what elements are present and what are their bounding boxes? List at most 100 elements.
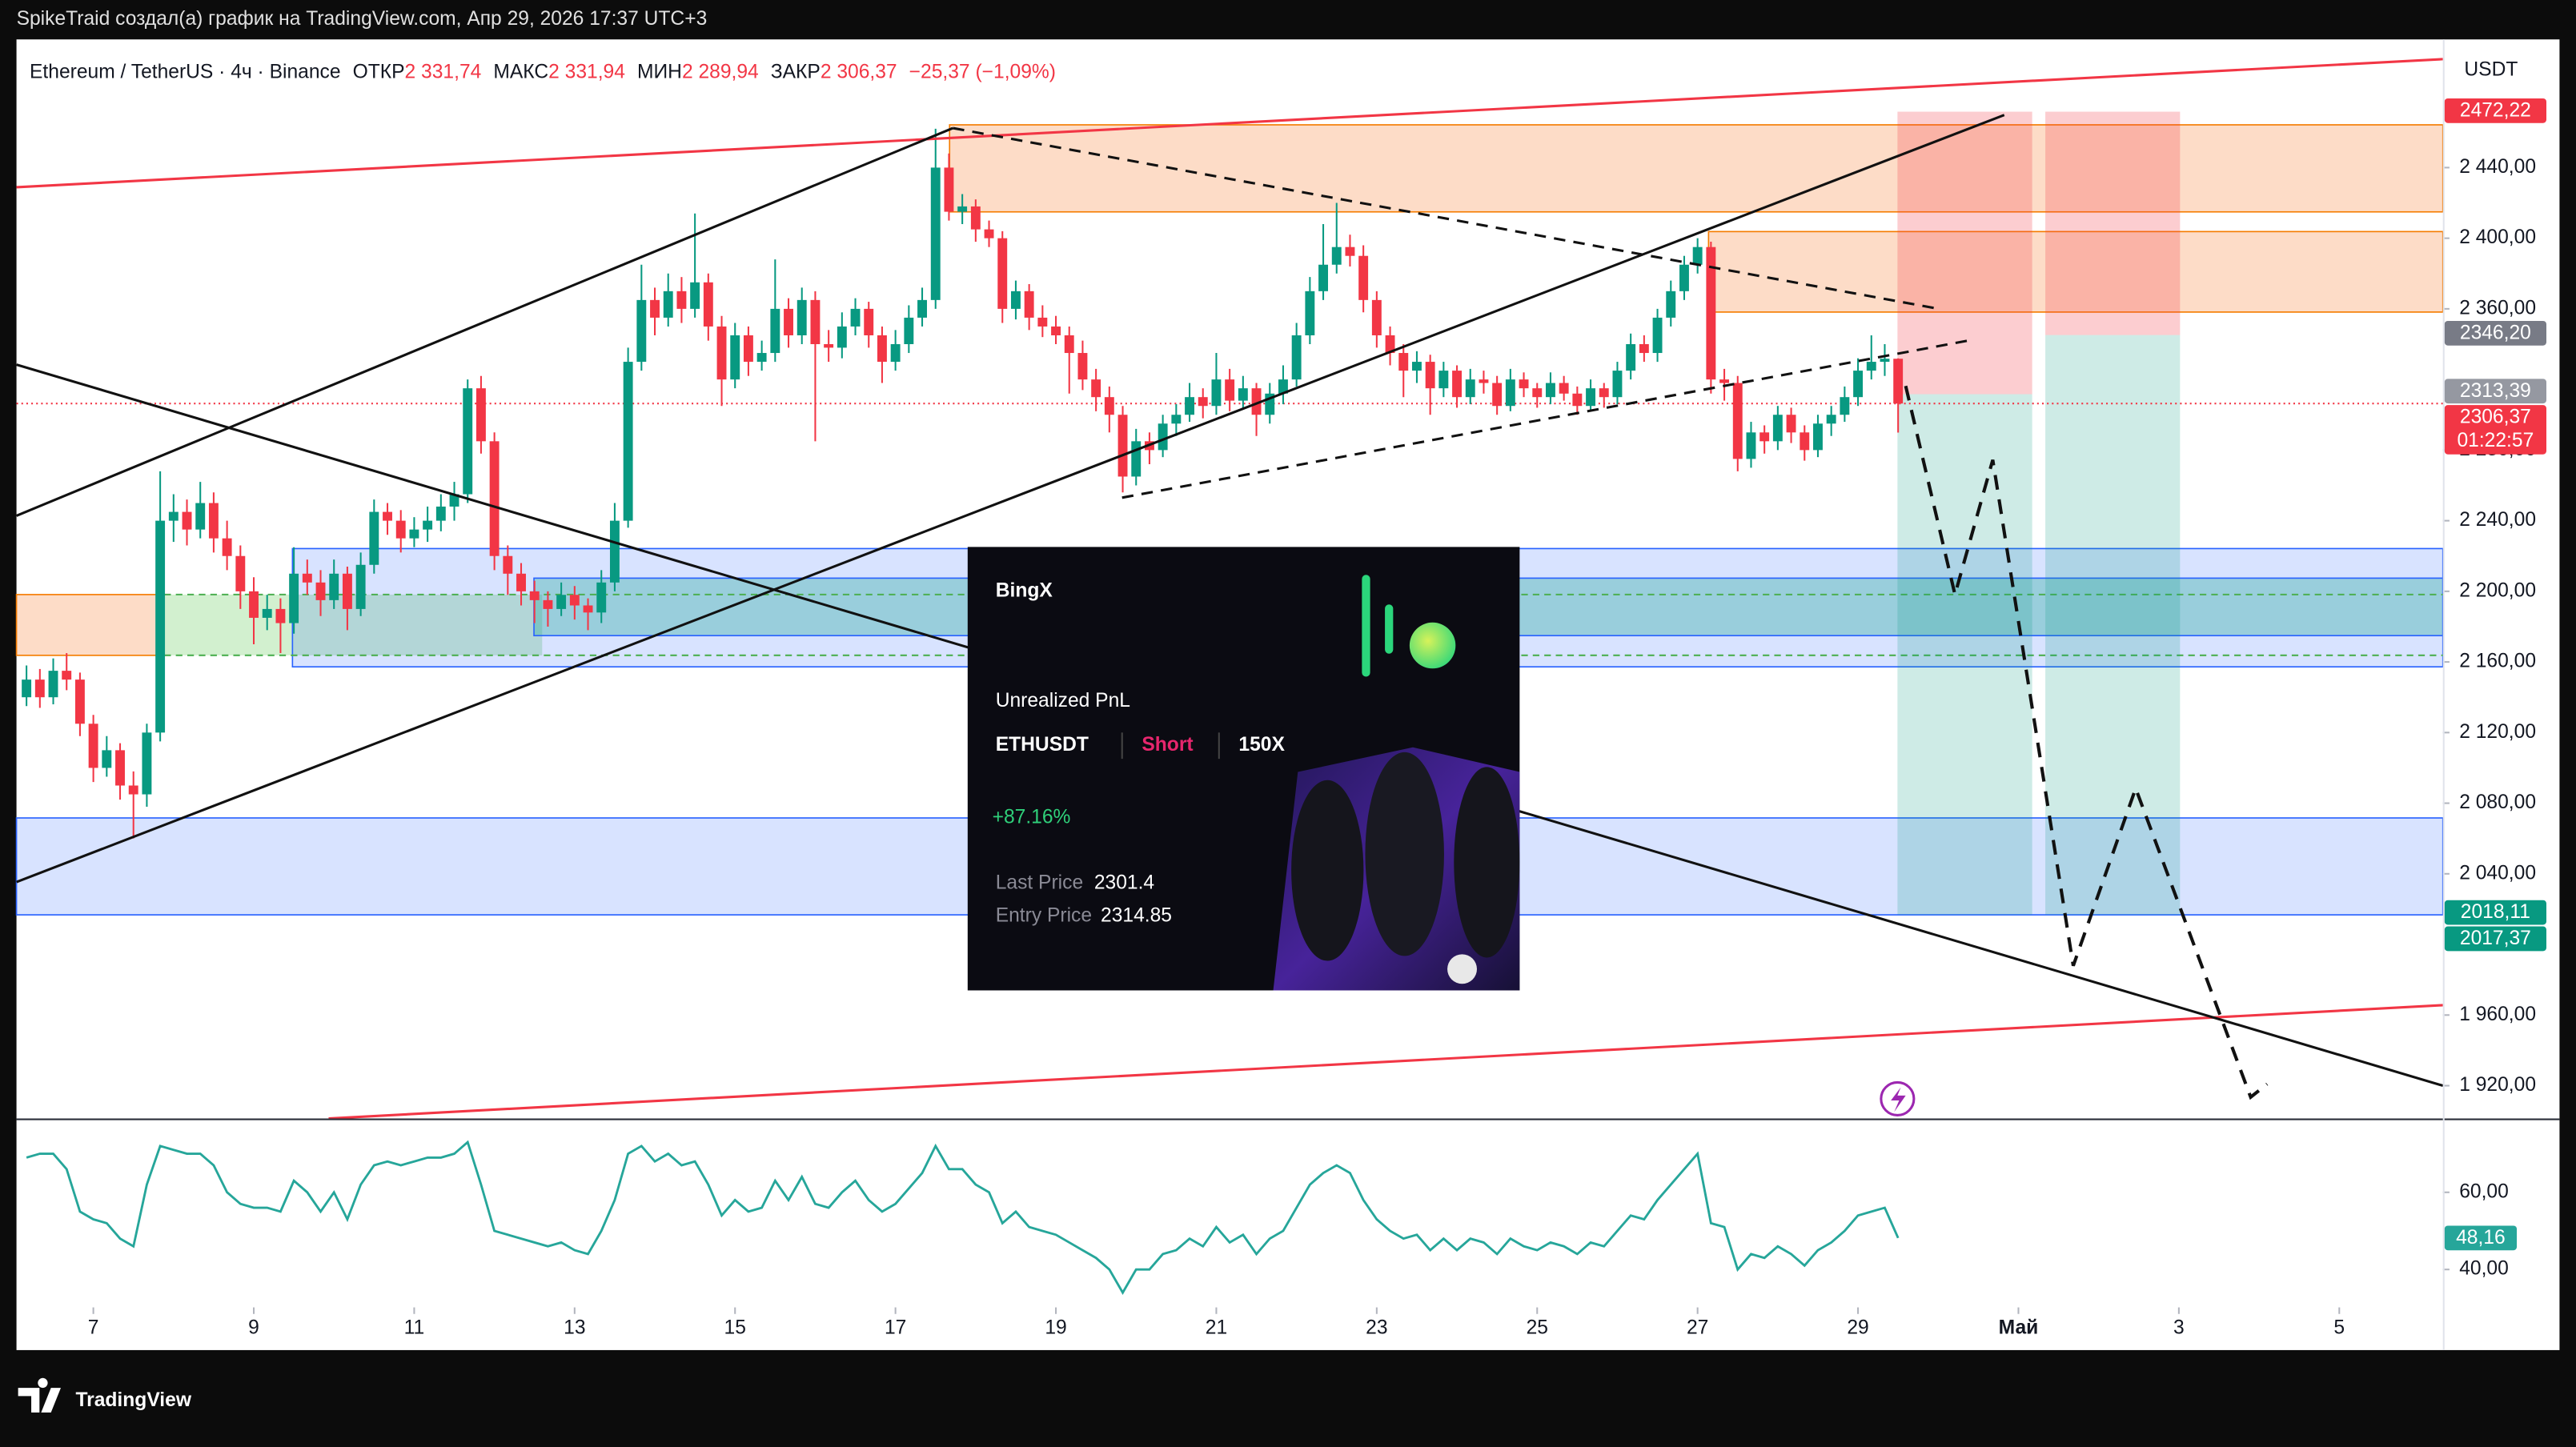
candle-body xyxy=(222,538,232,556)
x-tick-label: 21 xyxy=(1206,1317,1227,1339)
zones xyxy=(15,111,2444,916)
candle-body xyxy=(1010,291,1021,309)
candle-body xyxy=(74,679,85,724)
candle-body xyxy=(1559,383,1569,394)
candle-body xyxy=(302,573,312,583)
ohlc-value: 2 331,74 xyxy=(405,61,482,82)
x-tick-label: 15 xyxy=(724,1317,746,1339)
candle-body xyxy=(1813,423,1823,451)
candle-body xyxy=(1305,291,1315,335)
y-tick-label: 2 120,00 xyxy=(2459,721,2536,743)
target-box xyxy=(2045,335,2181,916)
candle-body xyxy=(1706,247,1716,380)
candle-body xyxy=(596,582,607,613)
candle-body xyxy=(1505,379,1515,407)
candle-body xyxy=(1131,441,1142,477)
candle-body xyxy=(930,167,941,300)
y-tick-label: 2 160,00 xyxy=(2459,651,2536,672)
supply-zone xyxy=(949,124,2444,213)
price-tag xyxy=(2444,379,2546,404)
card-art xyxy=(1365,752,1444,956)
candle-body xyxy=(1438,371,1449,389)
candle-body xyxy=(1265,393,1275,415)
candle-body xyxy=(182,511,192,530)
candle-body xyxy=(289,573,299,623)
candle-body xyxy=(1318,264,1329,291)
x-tick-label: 11 xyxy=(404,1317,425,1339)
candle-body xyxy=(756,353,767,363)
x-tick-label: 13 xyxy=(564,1317,585,1339)
price-tag xyxy=(2444,98,2546,123)
y-tick-label: 2 360,00 xyxy=(2459,297,2536,319)
candle-body xyxy=(917,299,927,318)
price-tag-label: 2313,39 xyxy=(2460,380,2531,402)
y-tick-label: 2 400,00 xyxy=(2459,226,2536,248)
candle-body xyxy=(1278,379,1288,394)
card-heading: Unrealized PnL xyxy=(996,690,1130,711)
candle-body xyxy=(1412,362,1422,371)
candle-body xyxy=(329,573,339,600)
candle-body xyxy=(383,511,392,521)
card-brand: BingX xyxy=(996,579,1053,601)
candle-body xyxy=(1546,383,1555,398)
candle-body xyxy=(543,599,553,609)
candle-body xyxy=(1077,353,1088,380)
candle-body xyxy=(730,335,740,380)
x-tick-label: 25 xyxy=(1527,1317,1548,1339)
currency: USDT xyxy=(2464,59,2518,81)
candle-body xyxy=(1893,359,1904,404)
y-tick-label: 40,00 xyxy=(2459,1258,2509,1280)
y-tick-label: 2 080,00 xyxy=(2459,792,2536,813)
candle-body xyxy=(837,326,847,348)
y-tick-label: 1 960,00 xyxy=(2459,1004,2536,1025)
trend-line xyxy=(16,114,2005,884)
candle-body xyxy=(395,520,406,539)
ohlc-label: ОТКР xyxy=(353,61,405,82)
candle-body xyxy=(1171,415,1182,424)
candle-body xyxy=(1158,423,1168,451)
price-tag-label: 2306,37 xyxy=(2460,407,2531,428)
candle-body xyxy=(235,555,246,591)
candle-body xyxy=(1358,255,1369,300)
candle-body xyxy=(435,506,446,521)
candle-body xyxy=(636,299,647,363)
candle-body xyxy=(1599,388,1609,398)
legend: Ethereum / TetherUS · 4ч · Binance ОТКР2… xyxy=(30,61,1056,82)
candle-body xyxy=(1398,353,1409,371)
candle-body xyxy=(1826,415,1836,424)
candle-body xyxy=(1519,379,1529,389)
candle-body xyxy=(355,564,366,609)
caption: SpikeTraid создал(а) график на TradingVi… xyxy=(17,8,708,30)
price-tag-label: 2018,11 xyxy=(2461,901,2530,923)
candle-body xyxy=(1465,379,1475,398)
candle-body xyxy=(650,299,660,318)
candle-body xyxy=(583,605,593,613)
candle-body xyxy=(743,335,753,363)
candle-body xyxy=(824,344,834,348)
card-side: Short xyxy=(1142,734,1193,756)
candle-body xyxy=(1225,379,1235,401)
event-icon xyxy=(1891,1087,1906,1112)
candle-body xyxy=(168,511,179,521)
candle-body xyxy=(208,503,219,539)
trend-line xyxy=(15,126,953,517)
candle-body xyxy=(1759,432,1770,442)
card-symbol: ETHUSDT xyxy=(996,734,1089,756)
trend-line xyxy=(16,58,2443,189)
card-leverage: 150X xyxy=(1238,734,1285,756)
x-tick-label: 3 xyxy=(2173,1317,2185,1339)
candle-body xyxy=(1772,415,1783,442)
candle-body xyxy=(1612,371,1623,398)
card-art xyxy=(1454,767,1520,958)
candle-body xyxy=(784,308,793,335)
change: −25,37 (−1,09%) xyxy=(909,61,1056,82)
target-box xyxy=(1897,394,2032,916)
candle-body xyxy=(1345,247,1355,256)
candle-body xyxy=(195,503,206,530)
candle-body xyxy=(1880,359,1890,363)
candle-body xyxy=(1652,317,1663,354)
stop-box xyxy=(1897,111,2032,395)
candle-body xyxy=(1091,379,1101,398)
candle-body xyxy=(1786,415,1796,433)
